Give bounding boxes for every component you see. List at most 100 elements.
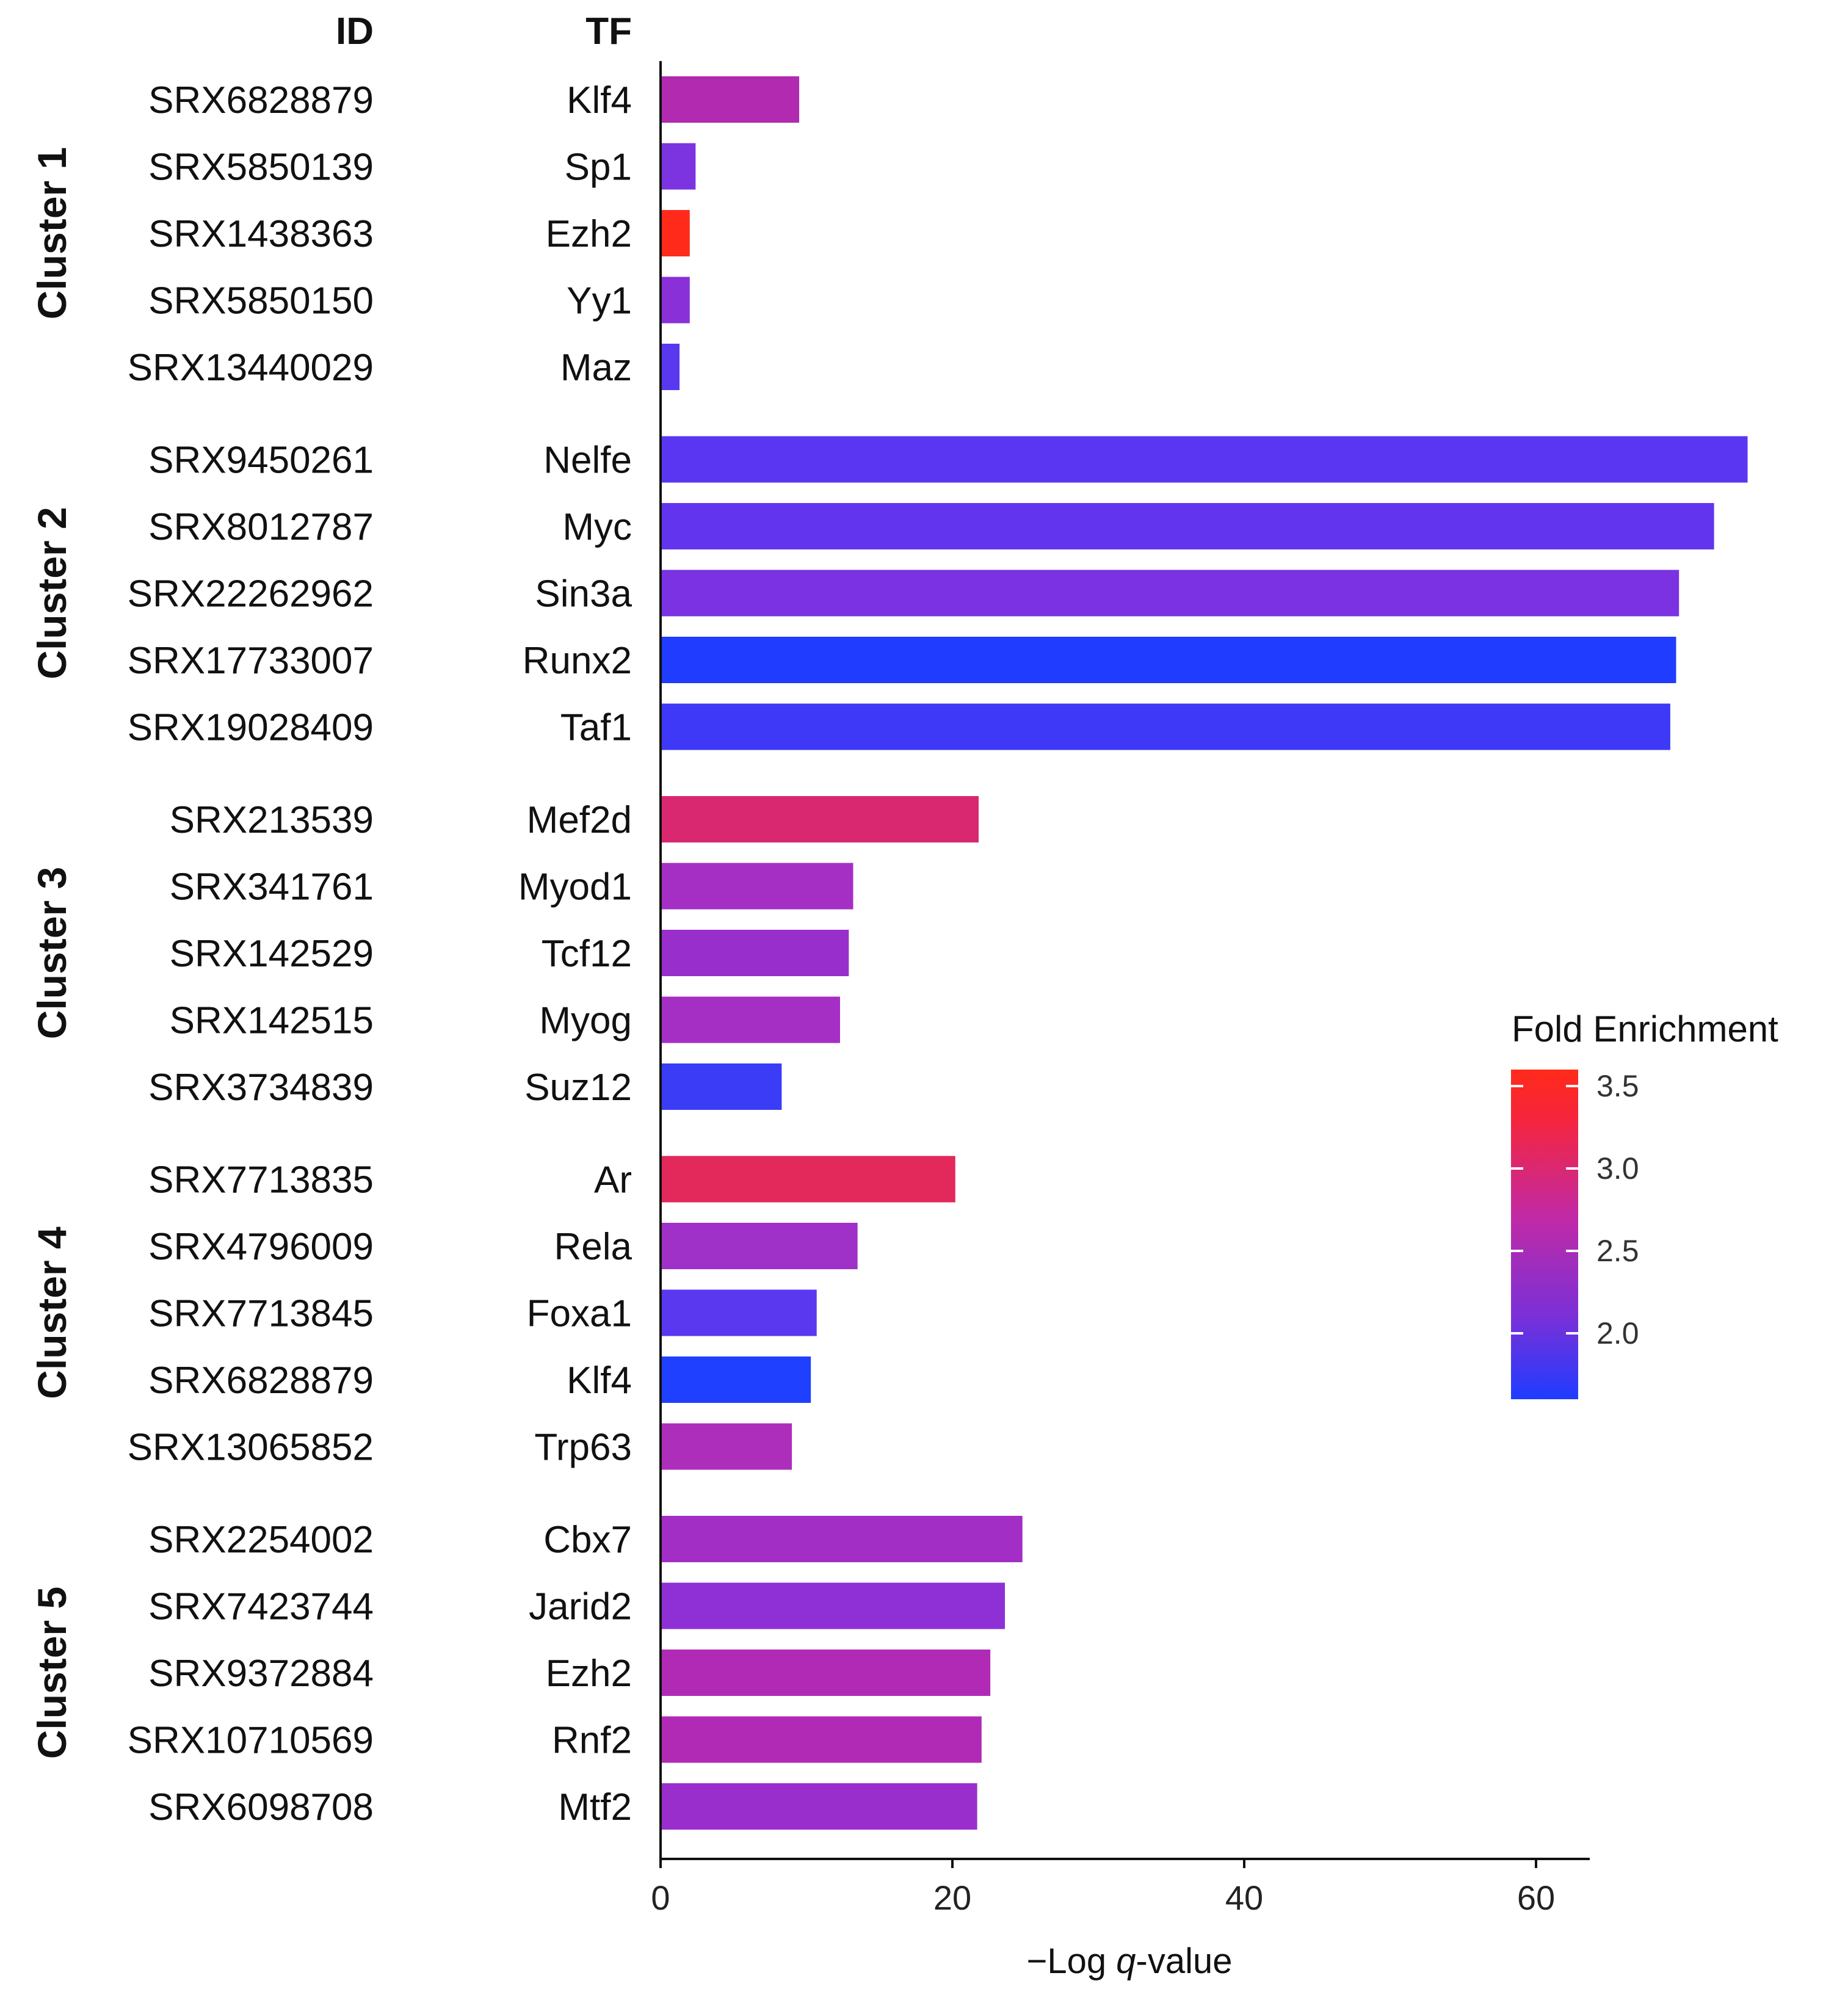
bar [661,1716,982,1763]
bar [661,1650,991,1696]
bar-row: SRX7423744 Jarid2 [148,1582,1006,1629]
row-id-label: SRX7713835 [148,1159,374,1201]
row-tf-label: Rela [554,1226,632,1268]
row-id-label: SRX13065852 [128,1427,374,1469]
row-tf-label: Tcf12 [542,933,632,975]
row-id-label: SRX10710569 [128,1720,374,1762]
bar [661,277,690,324]
row-id-label: SRX5850139 [148,147,374,189]
row-id-label: SRX213539 [170,799,374,841]
bar [661,1063,782,1110]
bar-row: SRX2254002 Cbx7 [148,1516,1023,1562]
bar-row: SRX7713845 Foxa1 [148,1289,817,1336]
row-id-label: SRX341761 [170,866,374,908]
row-id-label: SRX22262962 [128,573,374,615]
row-id-label: SRX19028409 [128,707,374,749]
bar-row: SRX5850139 Sp1 [148,143,696,190]
bar-row: SRX5850150 Yy1 [148,277,690,324]
row-id-label: SRX9372884 [148,1653,374,1695]
bar [661,996,840,1043]
bar [661,143,696,190]
bar [661,436,1748,483]
cluster-label: Cluster 4 [29,1226,74,1399]
cluster-label: Cluster 3 [29,867,74,1039]
row-tf-label: Ezh2 [546,1653,632,1695]
bar [661,1156,955,1203]
bar [661,1783,977,1830]
row-tf-label: Klf4 [567,1360,632,1402]
bar-row: SRX10710569 Rnf2 [128,1716,982,1763]
bar-row: SRX8012787 Myc [148,503,1714,549]
row-id-label: SRX8012787 [148,506,374,548]
cluster-label: Cluster 1 [29,147,74,319]
row-id-label: SRX17733007 [128,640,374,682]
bar [661,1356,811,1403]
legend-ticks: 3.5 3.0 2.5 2.0 [1511,1069,1639,1350]
x-axis-title-suffix: -value [1136,1941,1233,1981]
row-id-label: SRX4796009 [148,1226,374,1268]
row-id-label: SRX6098708 [148,1786,374,1828]
bar [661,570,1680,617]
bar [661,1582,1006,1629]
bar-row: SRX6828879 Klf4 [148,1356,811,1403]
bar-row: SRX19028409 Taf1 [128,703,1670,750]
row-id-label: SRX6828879 [148,1360,374,1402]
row-tf-label: Sp1 [565,147,632,189]
bar [661,1423,792,1470]
legend-colorbar [1511,1070,1578,1399]
row-tf-label: Myog [539,1000,632,1042]
row-id-label: SRX142529 [170,933,374,975]
cluster-labels: Cluster 1 Cluster 2 Cluster 3 Cluster 4 Clus… [29,147,74,1759]
cluster-label: Cluster 5 [29,1587,74,1759]
bar-row: SRX142529 Tcf12 [170,930,849,976]
x-tick-label: 0 [651,1878,670,1917]
column-header-id: ID [336,10,374,53]
bar-row: SRX3734839 Suz12 [148,1063,782,1110]
x-axis-ticks: 0 20 40 60 [651,1859,1555,1917]
legend-title: Fold Enrichment [1512,1009,1778,1049]
row-id-label: SRX2254002 [148,1519,374,1561]
bar-row: SRX22262962 Sin3a [128,570,1680,617]
cluster-label: Cluster 2 [29,507,74,679]
row-tf-label: Yy1 [567,280,632,322]
x-tick-label: 40 [1225,1878,1263,1917]
row-id-label: SRX7713845 [148,1293,374,1335]
row-id-label: SRX9450261 [148,440,374,482]
bar-row: SRX9450261 Nelfe [148,436,1748,483]
row-tf-label: Maz [560,347,632,389]
x-axis-title-prefix: −Log [1026,1941,1116,1981]
row-tf-label: Trp63 [534,1427,632,1469]
bar-row: SRX6828879 Klf4 [148,76,800,123]
row-tf-label: Nelfe [543,440,632,482]
legend-tick-label: 2.0 [1596,1316,1639,1350]
bar-row: SRX9372884 Ezh2 [148,1650,991,1696]
row-id-label: SRX13440029 [128,347,374,389]
bar [661,503,1714,549]
bar [661,703,1670,750]
bar [661,1516,1023,1562]
row-tf-label: Mtf2 [558,1786,632,1828]
bar-row: SRX13065852 Trp63 [128,1423,792,1470]
row-tf-label: Taf1 [560,707,632,749]
row-tf-label: Mef2d [527,799,632,841]
color-legend: Fold Enrichment 3.5 3.0 2.5 2.0 [1511,1009,1778,1399]
legend-tick-label: 2.5 [1596,1234,1639,1268]
row-tf-label: Ezh2 [546,213,632,255]
bar [661,930,849,976]
bar-row: SRX213539 Mef2d [170,796,979,842]
bar-row: SRX17733007 Runx2 [128,637,1676,683]
legend-tick-label: 3.0 [1596,1151,1639,1186]
row-tf-label: Jarid2 [529,1586,632,1628]
bar [661,210,690,256]
bar-row: SRX7713835 Ar [148,1156,955,1203]
legend-tick-label: 3.5 [1596,1069,1639,1103]
x-tick-label: 60 [1517,1878,1555,1917]
x-tick-label: 20 [933,1878,971,1917]
row-tf-label: Myod1 [518,866,632,908]
row-tf-label: Runx2 [523,640,632,682]
row-id-label: SRX6828879 [148,79,374,121]
row-tf-label: Sin3a [535,573,632,615]
row-tf-label: Cbx7 [543,1519,632,1561]
row-id-label: SRX1438363 [148,213,374,255]
